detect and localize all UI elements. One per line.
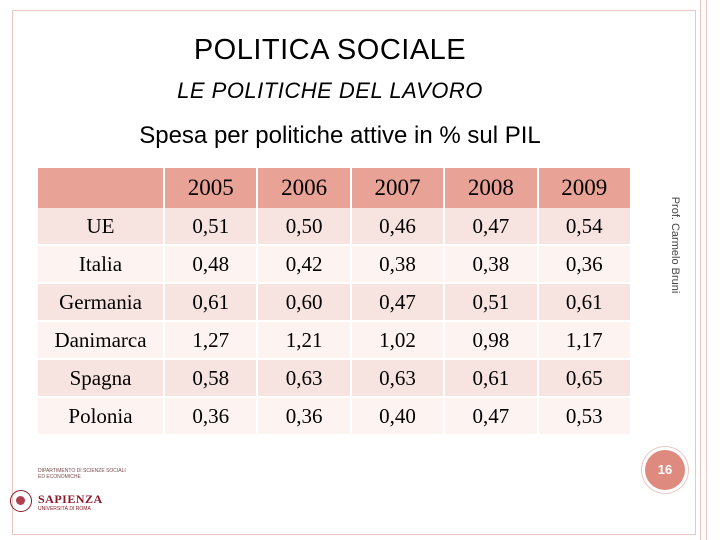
value-cell: 0,47 [444,208,539,246]
value-cell: 0,63 [257,359,352,398]
sapienza-seal-icon [10,490,32,512]
header-cell: 2008 [444,168,539,208]
decor-line [706,0,707,540]
slide-title: POLITICA SOCIALE [193,34,467,66]
value-cell: 0,65 [537,359,633,398]
value-cell: 0,36 [257,397,352,436]
value-cell: 0,38 [444,245,539,284]
table-row: Danimarca 1,27 1,21 1,02 0,98 1,17 [38,321,633,360]
value-cell: 0,98 [444,321,539,360]
value-cell: 0,61 [164,283,259,322]
author-vertical: Prof. Carmelo Bruni [665,190,685,300]
table-row: UE 0,51 0,50 0,46 0,47 0,54 [38,208,633,246]
value-cell: 1,27 [164,321,259,360]
university-logo: DIPARTIMENTO DI SCIENZE SOCIALI ED ECONO… [10,468,126,528]
header-cell: 2006 [257,168,352,208]
value-cell: 0,36 [537,245,633,284]
slide-frame [12,10,696,535]
value-cell: 0,53 [537,397,633,436]
header-row: 2005 2006 2007 2008 2009 [38,168,633,208]
value-cell: 0,38 [350,245,446,284]
value-cell: 0,58 [164,359,259,398]
header-cell: 2007 [350,168,446,208]
table-row: Spagna 0,58 0,63 0,63 0,61 0,65 [38,359,633,398]
value-cell: 0,40 [350,397,446,436]
header-cell: 2005 [164,168,259,208]
author-name: Prof. Carmelo Bruni [669,196,681,294]
header-cell: 2009 [537,168,633,208]
value-cell: 0,47 [444,397,539,436]
value-cell: 0,61 [537,283,633,322]
value-cell: 0,51 [164,208,259,246]
country-cell: Danimarca [38,321,165,360]
country-cell: Italia [38,245,165,284]
value-cell: 0,60 [257,283,352,322]
value-cell: 0,48 [164,245,259,284]
value-cell: 0,54 [537,208,633,246]
table-row: Polonia 0,36 0,36 0,40 0,47 0,53 [38,397,633,436]
table-caption: Spesa per politiche attive in % sul PIL [139,122,541,149]
university-name: SAPIENZA [38,492,103,506]
subtitle-initial: L [177,78,190,103]
table-row: Italia 0,48 0,42 0,38 0,38 0,36 [38,245,633,284]
value-cell: 1,02 [350,321,446,360]
value-cell: 0,63 [350,359,446,398]
page-number-badge: 16 [645,450,685,490]
value-cell: 0,46 [350,208,446,246]
department-name: DIPARTIMENTO DI SCIENZE SOCIALI ED ECONO… [38,468,126,480]
country-cell: Germania [38,283,165,322]
slide-subtitle: LE POLITICHE DEL LAVORO [0,78,660,104]
country-cell: Spagna [38,359,165,398]
data-table: 2005 2006 2007 2008 2009 UE 0,51 0,50 0,… [38,168,633,436]
university-subname: UNIVERSITÀ DI ROMA [38,506,91,512]
value-cell: 1,21 [257,321,352,360]
table-row: Germania 0,61 0,60 0,47 0,51 0,61 [38,283,633,322]
value-cell: 0,50 [257,208,352,246]
value-cell: 0,36 [164,397,259,436]
country-cell: Polonia [38,397,165,436]
value-cell: 0,42 [257,245,352,284]
subtitle-rest: E POLITICHE DEL LAVORO [189,78,483,103]
decor-line [700,0,701,540]
value-cell: 1,17 [537,321,633,360]
value-cell: 0,47 [350,283,446,322]
value-cell: 0,51 [444,283,539,322]
country-cell: UE [38,208,165,246]
header-cell [38,168,165,208]
value-cell: 0,61 [444,359,539,398]
